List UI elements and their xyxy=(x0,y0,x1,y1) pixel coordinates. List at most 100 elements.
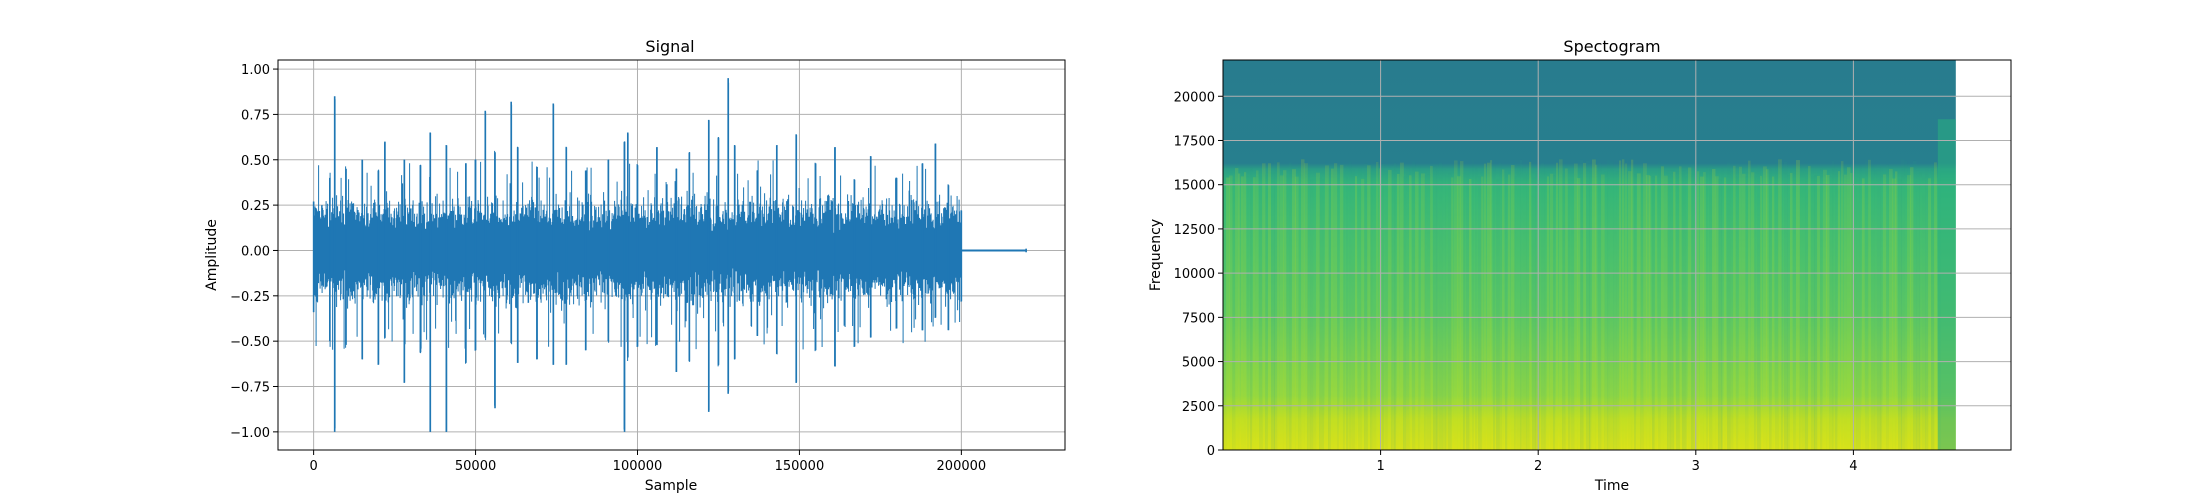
spectrogram-streak xyxy=(1652,176,1655,450)
spectrogram-x-tick-label: 4 xyxy=(1849,459,1857,474)
spectrogram-streak xyxy=(1292,169,1296,450)
spectrogram-streak xyxy=(1469,178,1472,450)
spectrogram-streak xyxy=(1475,168,1478,451)
spectrogram-streak xyxy=(1835,167,1838,450)
spectrogram-streak xyxy=(1700,176,1704,451)
spectrogram-streak xyxy=(1634,174,1637,450)
spectrogram-streak xyxy=(1934,162,1937,451)
spectrogram-streak xyxy=(1379,168,1382,451)
spectrogram-streak xyxy=(1256,170,1259,450)
spectrogram-streak xyxy=(1280,175,1284,450)
spectrogram-streak xyxy=(1799,165,1802,451)
spectrogram-streak xyxy=(1526,173,1530,450)
spectrogram-x-tick-label: 1 xyxy=(1376,459,1384,474)
spectrogram-streak xyxy=(1499,162,1502,450)
spectrogram-x-ticks: 1 2 3 4 xyxy=(1376,450,1858,474)
signal-x-ticks: 0 50000 100000 150000 200000 xyxy=(309,450,986,474)
spectrogram-x-tick-label: 2 xyxy=(1534,459,1542,474)
spectrogram-streak xyxy=(1325,165,1329,450)
spectrogram-streak xyxy=(1436,165,1439,450)
signal-x-tick-label: 0 xyxy=(309,459,317,474)
spectrogram-streak xyxy=(1625,163,1628,450)
spectrogram-y-tick-label: 15000 xyxy=(1174,179,1215,194)
spectrogram-streak xyxy=(1460,161,1464,450)
spectrogram-streak xyxy=(1880,164,1883,451)
spectrogram-streak xyxy=(1328,167,1331,450)
spectrogram-streak xyxy=(1712,168,1716,451)
spectrogram-streak xyxy=(1637,173,1641,451)
spectrogram-streak xyxy=(1574,163,1578,451)
signal-chart: Signal 0 50000 100000 150000 200000 1.00 0.75… xyxy=(204,37,1066,494)
spectrogram-streak xyxy=(1235,167,1239,450)
spectrogram-streak xyxy=(1766,169,1769,450)
spectrogram-chart: Spectogram 1 2 3 4 0 2500 5000 7500 10000 12500 1… xyxy=(1148,37,2012,494)
spectrogram-streak xyxy=(1631,159,1634,450)
spectrogram-streak xyxy=(1568,178,1571,450)
spectrogram-streak xyxy=(1238,173,1241,450)
spectrogram-streak xyxy=(1694,160,1697,450)
spectrogram-streak xyxy=(1307,162,1311,450)
spectrogram-streak xyxy=(1913,160,1917,451)
spectrogram-streak xyxy=(1703,172,1706,450)
spectrogram-streak xyxy=(1472,159,1475,451)
spectrogram-streak xyxy=(1229,175,1233,450)
spectrogram-streak xyxy=(1463,173,1466,450)
spectrogram-streak xyxy=(1850,172,1853,450)
spectrogram-streak xyxy=(1547,176,1550,450)
spectrogram-y-tick-label: 17500 xyxy=(1174,134,1215,149)
spectrogram-streak xyxy=(1853,178,1857,450)
spectrogram-streak xyxy=(1580,159,1584,450)
spectrogram-y-tick-label: 12500 xyxy=(1174,223,1215,238)
spectrogram-streak xyxy=(1754,175,1757,450)
spectrogram-streak xyxy=(1862,178,1865,450)
spectrogram-streak xyxy=(1457,176,1461,450)
spectrogram-streak xyxy=(1337,177,1340,450)
spectrogram-x-label: Time xyxy=(1594,478,1629,494)
spectrogram-streak xyxy=(1856,175,1860,450)
spectrogram-streak xyxy=(1478,176,1482,450)
spectrogram-streak xyxy=(1250,167,1253,451)
signal-axes-frame xyxy=(277,59,1066,451)
spectrogram-streak xyxy=(1778,159,1782,450)
spectrogram-streak xyxy=(1727,162,1731,451)
signal-y-tick-label: 0.25 xyxy=(241,199,270,214)
spectrogram-streak xyxy=(1826,175,1830,451)
spectrogram-streak xyxy=(1814,175,1818,451)
spectrogram-streak xyxy=(1661,166,1664,451)
spectrogram-streak xyxy=(1355,176,1358,451)
spectrogram-streak xyxy=(1844,174,1847,451)
spectrogram-streak xyxy=(1538,176,1541,450)
spectrogram-streak xyxy=(1613,173,1617,451)
spectrogram-streak xyxy=(1352,169,1355,450)
signal-x-tick-label: 200000 xyxy=(937,459,987,474)
spectrogram-streak xyxy=(1316,172,1320,450)
spectrogram-streak xyxy=(1907,175,1911,450)
spectrogram-streak xyxy=(1514,175,1517,450)
spectrogram-streak xyxy=(1562,173,1566,450)
spectrogram-streak xyxy=(1253,177,1256,451)
spectrogram-streak xyxy=(1928,178,1932,451)
spectrogram-streak xyxy=(1760,175,1763,450)
spectrogram-streak xyxy=(1247,176,1250,450)
spectrogram-streak xyxy=(1376,162,1379,450)
spectrogram-streak xyxy=(1805,167,1809,450)
signal-x-tick-label: 50000 xyxy=(455,459,496,474)
spectrogram-y-label: Frequency xyxy=(1148,219,1164,291)
spectrogram-streak xyxy=(1658,161,1661,450)
spectrogram-streak xyxy=(1268,163,1272,451)
spectrogram-streak xyxy=(1583,162,1587,450)
signal-x-tick-label: 150000 xyxy=(775,459,825,474)
signal-x-tick-label: 100000 xyxy=(613,459,663,474)
spectrogram-streak xyxy=(1304,163,1308,451)
spectrogram-streak xyxy=(1244,172,1247,450)
spectrogram-streak xyxy=(1409,175,1412,451)
spectrogram-y-tick-label: 2500 xyxy=(1182,400,1215,415)
spectrogram-streak xyxy=(1466,173,1470,451)
signal-y-tick-label: −0.25 xyxy=(230,290,270,305)
spectrogram-axes-frame xyxy=(1222,59,2012,451)
spectrogram-streak xyxy=(1403,176,1407,450)
spectrogram-streak xyxy=(1523,174,1527,451)
spectrogram-streak xyxy=(1616,171,1620,451)
spectrogram-streak xyxy=(1751,172,1755,450)
spectrogram-y-tick-label: 7500 xyxy=(1182,311,1215,326)
